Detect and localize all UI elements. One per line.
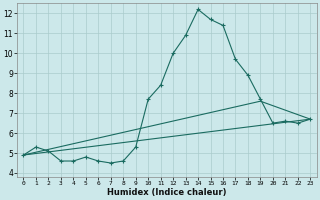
- X-axis label: Humidex (Indice chaleur): Humidex (Indice chaleur): [107, 188, 227, 197]
